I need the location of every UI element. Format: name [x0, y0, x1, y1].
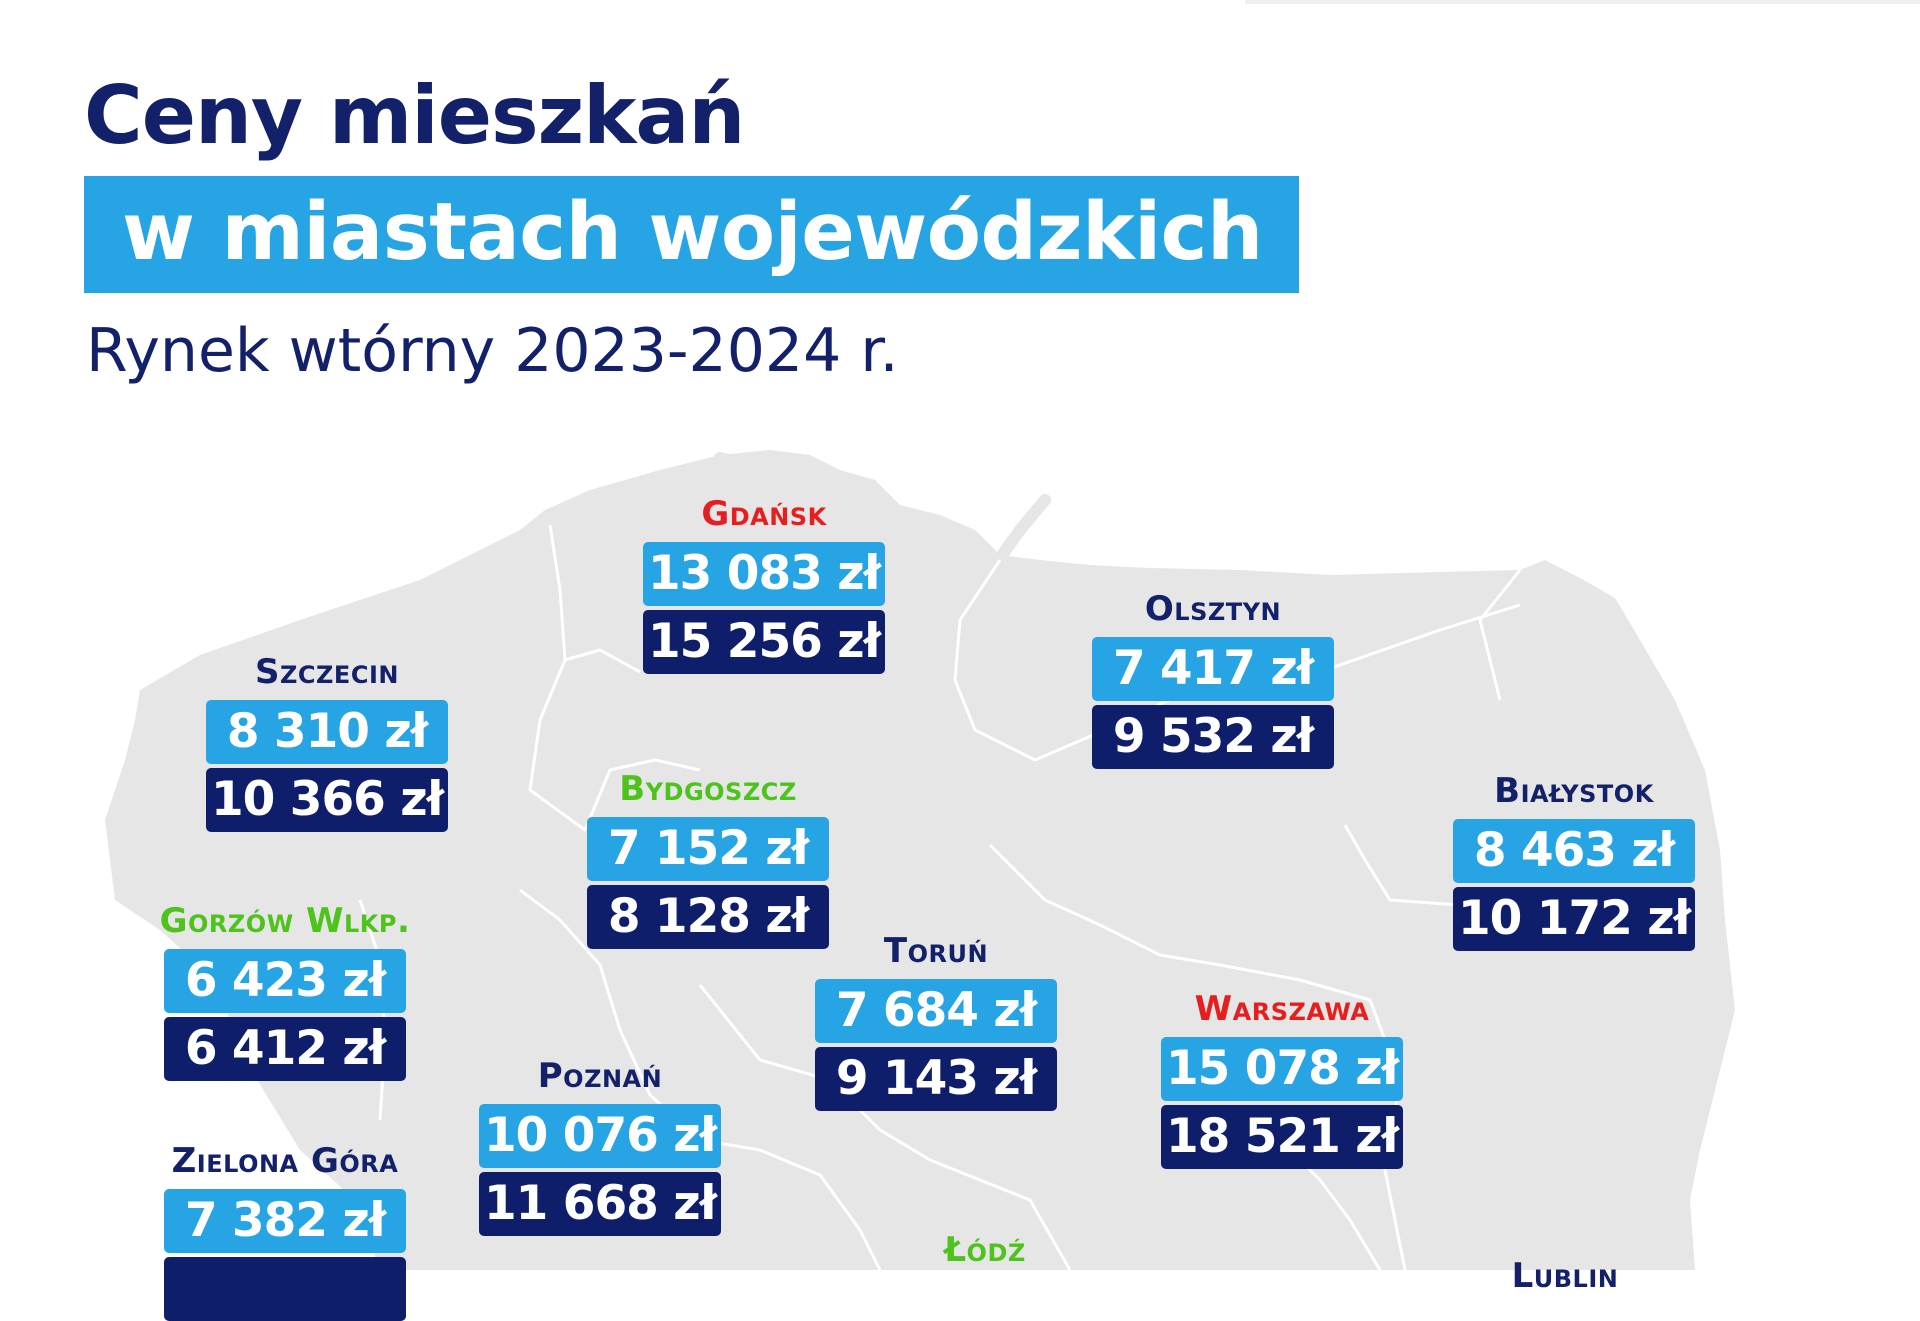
price-2023: 15 078 zł: [1161, 1037, 1403, 1101]
title-highlight-box: [84, 176, 1299, 293]
city-gdansk: Gdańsk 13 083 zł 15 256 zł: [634, 494, 894, 674]
city-name: Poznań: [537, 1056, 663, 1096]
city-gorzow-wlkp: Gorzów Wlkp. 6 423 zł 6 412 zł: [155, 901, 415, 1081]
city-lodz: Łódź: [855, 1230, 1115, 1270]
city-name: Łódź: [944, 1230, 1026, 1270]
price-2023: 6 423 zł: [164, 949, 406, 1013]
city-name: Szczecin: [255, 652, 399, 692]
price-2024: 9 532 zł: [1092, 705, 1334, 769]
city-olsztyn: Olsztyn 7 417 zł 9 532 zł: [1083, 589, 1343, 769]
city-name: Gorzów Wlkp.: [159, 901, 411, 941]
city-bialystok: Białystok 8 463 zł 10 172 zł: [1444, 771, 1704, 951]
price-2024: [164, 1257, 406, 1321]
city-name: Białystok: [1494, 771, 1654, 811]
city-poznan: Poznań 10 076 zł 11 668 zł: [470, 1056, 730, 1236]
price-2023: 7 417 zł: [1092, 637, 1334, 701]
city-zielona-gora: Zielona Góra 7 382 zł: [155, 1141, 415, 1321]
price-2024: 10 172 zł: [1453, 887, 1695, 951]
price-2024: 8 128 zł: [587, 885, 829, 949]
price-2023: 8 463 zł: [1453, 819, 1695, 883]
city-name: Olsztyn: [1144, 589, 1282, 629]
city-name: Zielona Góra: [171, 1141, 399, 1181]
subtitle: Rynek wtórny 2023-2024 r.: [86, 316, 899, 386]
city-torun: Toruń 7 684 zł 9 143 zł: [806, 931, 1066, 1111]
price-2024: 10 366 zł: [206, 768, 448, 832]
vistula-spit: [989, 494, 1051, 571]
price-2023: 7 382 zł: [164, 1189, 406, 1253]
city-name: Toruń: [883, 931, 989, 971]
price-2023: 8 310 zł: [206, 700, 448, 764]
price-2023: 10 076 zł: [479, 1104, 721, 1168]
top-edge-line: [1245, 0, 1920, 4]
city-name: Gdańsk: [701, 494, 827, 534]
price-2024: 6 412 zł: [164, 1017, 406, 1081]
city-lublin: Lublin: [1435, 1256, 1695, 1296]
city-bydgoszcz: Bydgoszcz 7 152 zł 8 128 zł: [578, 769, 838, 949]
city-name: Lublin: [1511, 1256, 1619, 1296]
title-line-1: Ceny mieszkań: [84, 69, 745, 162]
title-line-2: w miastach wojewódzkich: [122, 186, 1263, 278]
city-szczecin: Szczecin 8 310 zł 10 366 zł: [197, 652, 457, 832]
city-name: Bydgoszcz: [619, 769, 797, 809]
price-2023: 7 684 zł: [815, 979, 1057, 1043]
price-2024: 11 668 zł: [479, 1172, 721, 1236]
hel-peninsula: [714, 452, 891, 510]
city-name: Warszawa: [1194, 989, 1370, 1029]
price-2023: 7 152 zł: [587, 817, 829, 881]
price-2024: 15 256 zł: [643, 610, 885, 674]
price-2023: 13 083 zł: [643, 542, 885, 606]
price-2024: 9 143 zł: [815, 1047, 1057, 1111]
price-2024: 18 521 zł: [1161, 1105, 1403, 1169]
city-warszawa: Warszawa 15 078 zł 18 521 zł: [1152, 989, 1412, 1169]
